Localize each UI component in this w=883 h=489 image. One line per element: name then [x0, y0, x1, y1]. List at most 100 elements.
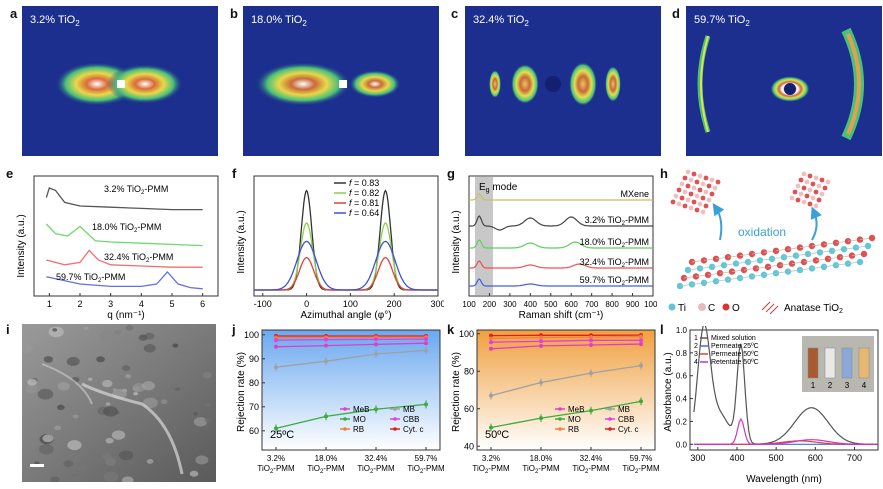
l-legend-label-1: Permeate 25ºC — [711, 343, 759, 350]
k-point-1-3 — [639, 335, 643, 339]
sem-grain — [42, 435, 53, 443]
sem-grain — [104, 472, 119, 482]
l-ytick-2: 0.4 — [676, 395, 688, 404]
crystal-atom — [698, 188, 703, 193]
crystal-atom — [805, 180, 810, 185]
sem-grain — [103, 406, 118, 416]
g-xtick-4: 500 — [544, 300, 558, 309]
crystal-atom — [704, 204, 709, 209]
crystal-atom — [716, 180, 721, 185]
l-xtick-0: 300 — [690, 453, 705, 463]
crystal-atom — [671, 200, 676, 205]
g-xtick-8: 900 — [626, 300, 640, 309]
chart-k-temperature: 50ºC — [485, 429, 509, 441]
ti-label: Ti — [678, 303, 686, 314]
e-xtick-0: 1 — [47, 299, 52, 309]
e-series-label-1: 18.0% TiO2-PMM — [92, 222, 161, 234]
j-xtick-3: 59.7% — [415, 454, 438, 463]
l-ytick-3: 0.6 — [676, 372, 688, 381]
crystal-atom — [686, 198, 691, 203]
vial-3 — [859, 348, 869, 378]
crystal-atom — [799, 178, 804, 183]
sem-grain — [112, 361, 121, 367]
saxs-b-label: 18.0% TiO2 — [251, 14, 307, 28]
chart-j-temperature: 25ºC — [270, 429, 294, 441]
crystal-atom — [704, 176, 709, 181]
j-legend-marker-4 — [343, 427, 347, 431]
crystal-atom — [695, 180, 700, 185]
k-point-1-1 — [539, 336, 543, 340]
j-xtick-sub-2: TiO2-PMM — [357, 464, 395, 475]
vial-label-1: 2 — [828, 381, 833, 390]
crystal-atom — [793, 190, 798, 195]
j-xtick-1: 18.0% — [315, 454, 338, 463]
oxidation-schematic-h: oxidation Ti C O Anatase TiO2 — [662, 168, 882, 320]
crystal-atom — [677, 188, 682, 193]
crystal-atom — [802, 200, 807, 205]
k-legend-label-1: MB — [618, 405, 630, 414]
sem-grain — [194, 417, 207, 426]
j-legend-label-4: RB — [353, 425, 364, 434]
g-series-label-0: MXene — [620, 189, 649, 199]
crystal-atom — [710, 192, 715, 197]
j-point-5-2 — [374, 407, 378, 411]
chart-k-rejection-50c: Rejection rate (%) 40 60 80 100 MeB MB MO CBB R… — [449, 326, 659, 486]
sem-grain — [44, 356, 53, 363]
crystal-atom — [683, 176, 688, 181]
crystal-atom — [808, 202, 813, 207]
panel-label-c: c — [451, 6, 458, 21]
lattice-atom — [865, 243, 871, 249]
panel-label-a: a — [10, 6, 17, 21]
g-xtick-3: 400 — [524, 300, 538, 309]
l-ytick-4: 0.8 — [676, 349, 688, 358]
sem-grain — [38, 389, 53, 400]
k-xtick-sub-3: TiO2-PMM — [622, 464, 659, 475]
f-series-line-1 — [254, 223, 438, 290]
j-legend-label-1: MB — [403, 405, 415, 414]
sem-grain — [25, 385, 37, 394]
mxene-lattice — [677, 235, 875, 289]
k-point-2-2 — [589, 338, 593, 342]
sem-grain — [67, 440, 81, 450]
crystal-atom — [698, 174, 703, 179]
chart-l-uvvis: Absorbance (a.u.) 0.00.20.40.60.81.0 1 Mi… — [662, 326, 882, 486]
k-xtick-sub-2: TiO2-PMM — [572, 464, 610, 475]
j-point-3-3 — [424, 341, 428, 345]
k-ytick-3: 100 — [459, 329, 474, 339]
e-xtick-4: 5 — [169, 299, 174, 309]
j-point-2-3 — [424, 337, 428, 341]
sem-grain — [119, 450, 133, 460]
o-atom-icon — [723, 304, 730, 311]
l-xtick-3: 600 — [808, 453, 823, 463]
crystal-atom — [710, 178, 715, 183]
crystal-atom — [820, 192, 825, 197]
k-point-2-0 — [489, 340, 493, 344]
sem-grain — [96, 356, 105, 362]
sem-grain — [179, 349, 187, 355]
l-legend-label-2: Permeate 50ºC — [711, 351, 759, 358]
k-xtick-0: 3.2% — [482, 454, 500, 463]
l-ytick-0: 0.0 — [676, 440, 688, 449]
j-legend-label-2: MO — [353, 415, 366, 424]
k-point-2-1 — [539, 339, 543, 343]
k-legend-label-4: RB — [568, 425, 579, 434]
j-legend-label-5: Cyt. c — [403, 425, 423, 434]
j-point-3-1 — [324, 344, 328, 348]
crystal-atom — [817, 198, 822, 203]
k-ytick-2: 80 — [464, 366, 474, 376]
chart-j-ylabel: Rejection rate (%) — [236, 352, 247, 432]
crystal-atom — [796, 184, 801, 189]
sem-grain — [142, 381, 155, 390]
chart-g-raman: Intensity (a.u.) Eg mode MXene3.2% TiO2-… — [449, 172, 657, 322]
k-point-5-3 — [639, 399, 643, 403]
k-xtick-3: 59.7% — [630, 454, 653, 463]
sem-grain — [27, 379, 37, 386]
crystal-atom — [677, 202, 682, 207]
k-point-3-2 — [589, 343, 593, 347]
chart-e-xlabel: q (nm⁻¹) — [107, 310, 145, 321]
k-series-line-0 — [491, 335, 641, 336]
chart-e-saxs-profiles: Intensity (a.u.) 3.2% TiO2-PMM18.0% TiO2… — [12, 172, 224, 322]
sem-grain — [122, 365, 130, 371]
l-legend-label-3: Retentate 50ºC — [711, 359, 759, 366]
k-point-5-2 — [589, 409, 593, 413]
